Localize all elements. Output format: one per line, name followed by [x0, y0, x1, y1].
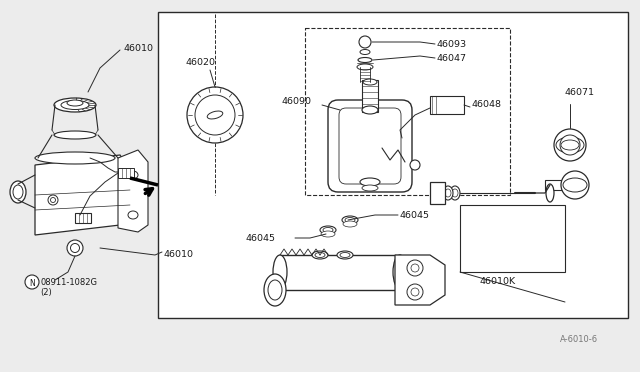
Text: 46045: 46045	[400, 211, 430, 220]
Text: N: N	[29, 279, 35, 288]
Ellipse shape	[128, 171, 138, 179]
Ellipse shape	[393, 255, 407, 289]
Ellipse shape	[360, 178, 380, 186]
Ellipse shape	[362, 106, 378, 114]
Ellipse shape	[323, 228, 333, 232]
Ellipse shape	[315, 253, 325, 257]
Bar	[430, 96, 464, 114]
Ellipse shape	[443, 186, 453, 200]
Bar	[158, 12, 628, 318]
Circle shape	[67, 240, 83, 256]
Ellipse shape	[437, 189, 443, 197]
Ellipse shape	[268, 280, 282, 300]
Ellipse shape	[362, 185, 378, 191]
Ellipse shape	[450, 186, 460, 200]
Ellipse shape	[337, 251, 353, 259]
Text: 46090: 46090	[282, 97, 312, 106]
Text: A-6010-6: A-6010-6	[560, 335, 598, 344]
Ellipse shape	[452, 189, 458, 197]
Text: 46010: 46010	[163, 250, 193, 259]
Bar	[430, 182, 445, 204]
Ellipse shape	[128, 211, 138, 219]
Ellipse shape	[343, 221, 357, 227]
Circle shape	[187, 87, 243, 143]
Ellipse shape	[320, 226, 336, 234]
Bar	[362, 80, 378, 112]
Circle shape	[25, 275, 39, 289]
Ellipse shape	[312, 251, 328, 259]
Text: 46048: 46048	[472, 100, 502, 109]
FancyBboxPatch shape	[328, 100, 412, 192]
Circle shape	[411, 264, 419, 272]
Circle shape	[195, 95, 235, 135]
Text: 46020: 46020	[185, 58, 215, 67]
Ellipse shape	[207, 111, 223, 119]
Bar	[280, 255, 400, 290]
Ellipse shape	[363, 79, 377, 85]
Circle shape	[48, 195, 58, 205]
Ellipse shape	[342, 216, 358, 224]
Ellipse shape	[360, 49, 370, 55]
Circle shape	[70, 244, 79, 253]
Circle shape	[554, 129, 586, 161]
Bar	[75, 213, 91, 223]
Circle shape	[560, 135, 580, 155]
Circle shape	[407, 284, 423, 300]
Text: 08911-1082G: 08911-1082G	[40, 278, 97, 287]
Bar	[545, 180, 565, 190]
Ellipse shape	[35, 152, 115, 164]
Ellipse shape	[13, 185, 23, 199]
Ellipse shape	[340, 253, 350, 257]
Text: 46045: 46045	[245, 234, 275, 243]
Ellipse shape	[67, 100, 83, 106]
Ellipse shape	[345, 218, 355, 222]
Circle shape	[410, 160, 420, 170]
Ellipse shape	[563, 178, 587, 192]
Polygon shape	[35, 155, 130, 235]
Circle shape	[407, 260, 423, 276]
Circle shape	[411, 288, 419, 296]
Text: 46010K: 46010K	[480, 277, 516, 286]
Ellipse shape	[61, 100, 89, 109]
Text: (2): (2)	[40, 288, 52, 297]
Ellipse shape	[10, 181, 26, 203]
Bar	[460, 205, 565, 272]
Polygon shape	[395, 255, 445, 305]
Ellipse shape	[546, 184, 554, 202]
Ellipse shape	[358, 58, 372, 62]
Ellipse shape	[273, 255, 287, 289]
Text: 46071: 46071	[565, 88, 595, 97]
Ellipse shape	[556, 137, 584, 153]
Text: 46093: 46093	[437, 40, 467, 49]
Ellipse shape	[561, 140, 579, 150]
Ellipse shape	[321, 231, 335, 237]
Ellipse shape	[445, 189, 451, 197]
Ellipse shape	[54, 98, 96, 112]
Polygon shape	[118, 150, 148, 232]
Text: 46047: 46047	[437, 54, 467, 63]
Circle shape	[51, 198, 56, 202]
Ellipse shape	[435, 186, 445, 200]
Circle shape	[561, 171, 589, 199]
Bar	[118, 168, 134, 178]
Ellipse shape	[54, 131, 96, 139]
Ellipse shape	[264, 274, 286, 306]
Circle shape	[359, 36, 371, 48]
Bar	[305, 28, 510, 195]
Text: 46010: 46010	[123, 44, 153, 53]
Ellipse shape	[357, 64, 373, 70]
